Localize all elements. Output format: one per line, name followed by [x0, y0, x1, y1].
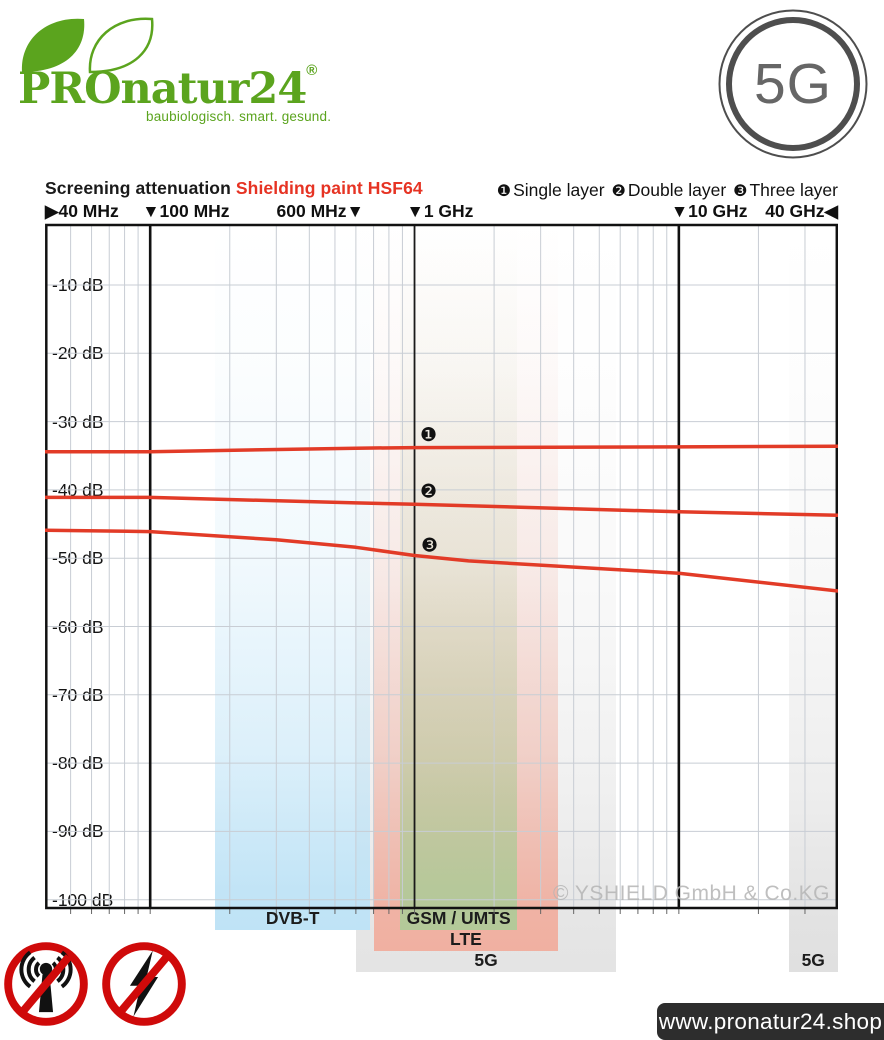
legend-item: ❸ Three layer [733, 180, 838, 201]
logo-tagline: baubiologisch. smart. gesund. [146, 109, 332, 124]
chart-title-red: Shielding paint HSF64 [235, 178, 423, 198]
badge-5g: 5G [714, 5, 872, 163]
footer-url: www.pronatur24.shop [658, 1008, 883, 1034]
legend-item: ❶ Single layer [497, 180, 605, 201]
y-tick-label: -100 dB [52, 889, 114, 910]
y-tick-label: -70 dB [52, 684, 104, 705]
band-label: 5G [474, 950, 498, 970]
x-axis-labels: ▶40 MHz ▼100 MHz 600 MHz▼ ▼1 GHz ▼10 GHz 40 G… [0, 201, 884, 222]
x-tick-label: ▼100 MHz [142, 201, 230, 221]
prohibition-icons [2, 940, 188, 1028]
badge-5g-text: 5G [753, 52, 833, 116]
x-tick-label: 600 MHz▼ [276, 201, 364, 221]
logo-wordmark: PROnatur24® [18, 62, 317, 114]
registered-mark: ® [306, 62, 318, 79]
band-label: DVB-T [265, 908, 320, 928]
band-gsm-umts: GSM / UMTS [399, 224, 518, 930]
band-dvb-t: DVB-T [215, 224, 371, 930]
legend: ❶ Single layer ❷ Double layer ❸ Three layer [497, 180, 838, 201]
band-label: 5G [801, 950, 825, 970]
no-radiation-icon [4, 942, 88, 1026]
legend-item: ❷ Double layer [612, 180, 727, 201]
band-label: GSM / UMTS [406, 908, 511, 928]
y-tick-label: -80 dB [52, 753, 104, 774]
band-5g: 5G [788, 224, 838, 972]
badge-5g-rings-icon [718, 9, 868, 159]
legend-marker: ❷ [611, 183, 626, 200]
x-tick-label: ▼1 GHz [406, 201, 474, 221]
logo-name: PROnatur24 [18, 64, 307, 114]
y-tick-label: -30 dB [52, 411, 104, 432]
legend-marker: ❸ [733, 183, 748, 200]
y-tick-label: -20 dB [52, 343, 104, 364]
y-tick-label: -60 dB [52, 616, 104, 637]
legend-label: Double layer [627, 180, 727, 200]
y-tick-label: -10 dB [52, 275, 104, 295]
y-tick-label: -40 dB [52, 479, 104, 500]
logo-leaves-icon [21, 17, 154, 74]
y-tick-label: -50 dB [52, 548, 104, 569]
pronatur24-logo: PROnatur24® baubiologisch. smart. gesund… [18, 12, 331, 132]
x-tick-label: 40 GHz◀ [765, 201, 838, 221]
x-tick-label: ▶40 MHz [45, 201, 119, 221]
footer-url-bar: www.pronatur24.shop [657, 1003, 884, 1040]
chart-title-black: Screening attenuation [45, 178, 231, 198]
no-electricity-icon [102, 942, 186, 1026]
legend-label: Three layer [749, 180, 838, 200]
y-tick-label: -90 dB [52, 821, 104, 842]
x-tick-label: ▼10 GHz [670, 201, 748, 221]
watermark: © YSHIELD GmbH & Co.KG [553, 882, 830, 905]
chart-title: Screening attenuation Shielding paint HSF… [45, 178, 423, 199]
legend-marker: ❶ [496, 183, 512, 200]
band-label: LTE [450, 929, 482, 949]
legend-label: Single layer [513, 180, 605, 200]
